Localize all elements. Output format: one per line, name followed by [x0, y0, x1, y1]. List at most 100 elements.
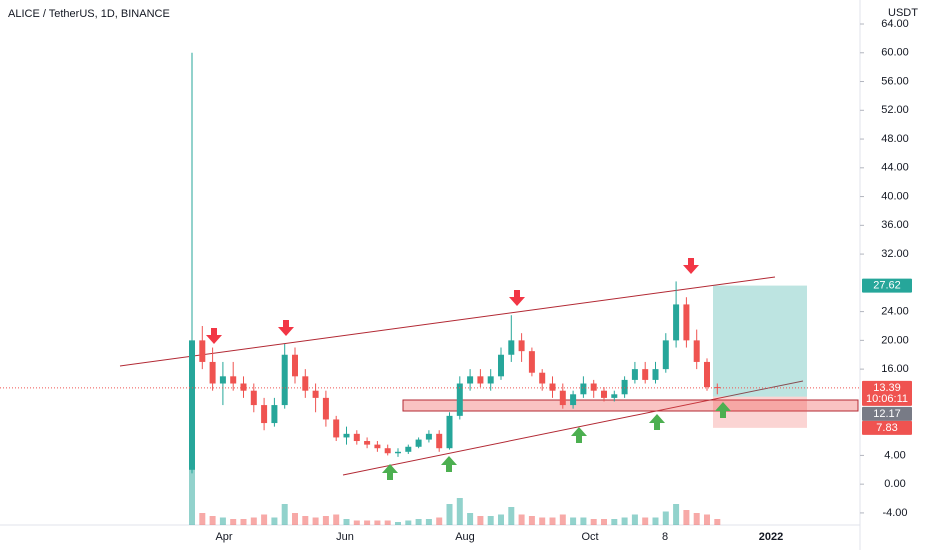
volume-bar [693, 513, 700, 525]
x-tick-label: Apr [215, 531, 232, 543]
y-tick-label: 56.00 [881, 75, 909, 87]
arrow-up [441, 456, 457, 472]
arrow-down [509, 290, 525, 306]
volume-bar [559, 514, 566, 525]
volume-bar [611, 519, 618, 525]
volume-bar [209, 516, 216, 525]
x-tick-label: Jun [336, 531, 354, 543]
y-tick-label: 64.00 [881, 18, 909, 30]
chart-title: ALICE / TetherUS, 1D, BINANCE [8, 8, 170, 20]
y-tick-label: 60.00 [881, 47, 909, 59]
volume-bar [353, 520, 360, 525]
volume-bar [395, 522, 401, 525]
candle-body [230, 376, 237, 384]
volume-bar [250, 517, 257, 525]
volume-bar [405, 520, 412, 525]
y-tick-label: 4.00 [884, 449, 905, 461]
volume-bar [230, 519, 237, 525]
candle-body [302, 376, 309, 391]
volume-bar [415, 519, 422, 525]
candle-body [652, 369, 659, 380]
arrow-down [683, 258, 699, 274]
candle-body [693, 340, 700, 362]
candle-body [580, 383, 587, 395]
volume-bar [477, 516, 484, 525]
volume-bar [343, 519, 350, 525]
x-tick-label: Aug [455, 531, 475, 543]
countdown: 10:06:11 [866, 393, 908, 405]
candle-body [281, 354, 288, 406]
candle-body [333, 419, 340, 438]
volume-bar [621, 517, 628, 525]
candle-body [498, 354, 504, 377]
candle-body [322, 397, 329, 420]
volume-bar [271, 517, 278, 525]
volume-bar [261, 514, 268, 525]
volume-bar [189, 465, 195, 525]
volume-bar [518, 514, 525, 525]
candle-body [642, 369, 649, 380]
candle-body [374, 444, 381, 449]
volume-bar [374, 520, 381, 525]
candle-body [518, 340, 525, 352]
target-label-bg [862, 278, 912, 293]
candle-body [405, 446, 412, 452]
candle-body [528, 351, 535, 373]
candle-body [673, 304, 680, 341]
y-tick-label: 52.00 [881, 104, 909, 116]
candle-body [590, 383, 597, 391]
candle-body [209, 361, 216, 384]
candle-body [436, 433, 443, 449]
volume-bar [322, 516, 329, 525]
volume-bar [487, 516, 494, 525]
arrow-up [571, 427, 587, 443]
volume-bar [312, 517, 319, 525]
candle-body [199, 340, 206, 362]
y-tick-label: 40.00 [881, 190, 909, 202]
candle-body [219, 376, 226, 384]
last-price-label: 13.39 [873, 382, 901, 394]
candle-body [549, 383, 556, 391]
arrow-down [206, 328, 222, 344]
volume-bar [467, 513, 474, 525]
candle-body [312, 390, 319, 398]
volume-bar [281, 504, 288, 525]
y-tick-label: 32.00 [881, 248, 909, 260]
volume-bar [333, 514, 340, 525]
candle-body [683, 304, 690, 341]
x-tick-label: Oct [581, 531, 598, 543]
volume-bar [549, 517, 556, 525]
y-tick-label: 16.00 [881, 363, 909, 375]
candle-body [353, 433, 360, 442]
stop-zone [713, 396, 807, 428]
entry-label: 12.17 [873, 408, 901, 420]
y-tick-label: 24.00 [881, 306, 909, 318]
arrow-up [649, 414, 665, 430]
candle-body [631, 369, 638, 380]
volume-bar [302, 516, 309, 525]
volume-bar [631, 514, 638, 525]
volume-bar [590, 519, 597, 525]
y-tick-label: 0.00 [884, 478, 905, 490]
volume-bar [456, 498, 463, 525]
x-tick-label: 2022 [759, 531, 783, 543]
candle-body [611, 394, 618, 398]
candle-body [250, 390, 257, 406]
candle-body [384, 448, 391, 454]
lower-trendline [342, 380, 804, 476]
support-zone [402, 399, 859, 412]
volume-bar [292, 513, 298, 525]
volume-bar [364, 520, 371, 525]
target-label: 27.62 [873, 279, 901, 291]
candle-body [539, 372, 546, 384]
target-zone [713, 285, 807, 397]
y-tick-label: 48.00 [881, 133, 909, 145]
volume-bar [425, 519, 432, 525]
candle-body [292, 354, 298, 377]
volume-bar [601, 519, 607, 525]
volume-bar [240, 519, 247, 525]
y-tick-label: 36.00 [881, 219, 909, 231]
volume-bar [704, 514, 710, 525]
candle-body [189, 340, 195, 470]
